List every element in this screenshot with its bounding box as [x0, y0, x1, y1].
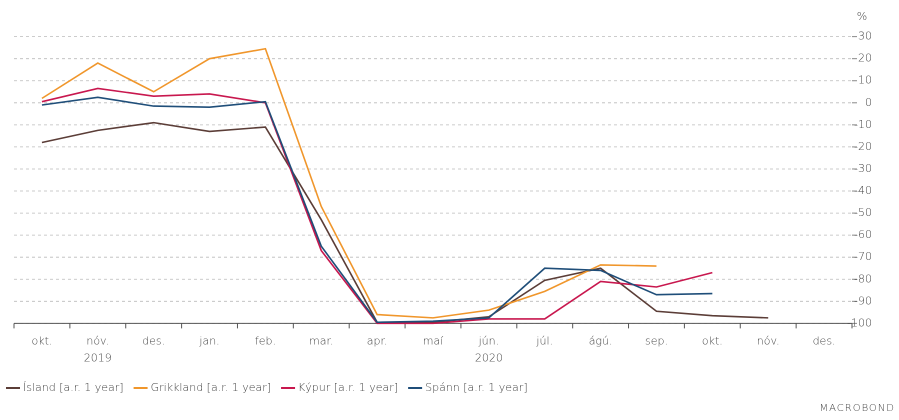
- y-tick-label: -30: [854, 162, 872, 175]
- x-year-label: 2020: [475, 351, 503, 364]
- legend-label: Grikkland [a.r. 1 year]: [151, 381, 271, 394]
- x-tick-label: okt.: [702, 334, 723, 347]
- y-tick-label: -40: [854, 184, 872, 197]
- x-tick-label: des.: [813, 334, 836, 347]
- series-line: [41, 121, 769, 324]
- y-tick-label: -100: [847, 316, 872, 329]
- y-tick-label: -20: [854, 140, 872, 153]
- y-tick-label: 10: [858, 74, 872, 87]
- x-tick-label: nóv.: [86, 334, 109, 347]
- y-tick-label: -10: [854, 118, 872, 131]
- legend-label: Spánn [a.r. 1 year]: [425, 381, 528, 394]
- legend-label: Kýpur [a.r. 1 year]: [298, 381, 398, 394]
- x-tick-label: maí: [423, 334, 444, 347]
- x-year-label: 2019: [84, 351, 112, 364]
- x-tick-label: júl.: [535, 334, 553, 347]
- y-tick-label: -60: [854, 228, 872, 241]
- x-tick-label: apr.: [367, 334, 388, 347]
- legend-label: Ísland [a.r. 1 year]: [23, 381, 124, 394]
- series-line: [41, 47, 657, 319]
- x-tick-label: des.: [142, 334, 165, 347]
- y-tick-label: 30: [858, 30, 872, 43]
- x-tick-label: jún.: [478, 334, 500, 347]
- y-tick-label: -50: [854, 206, 872, 219]
- y-tick-label: 20: [858, 52, 872, 65]
- x-tick-label: okt.: [31, 334, 52, 347]
- x-tick-label: feb.: [255, 334, 276, 347]
- y-tick-label: -90: [854, 294, 872, 307]
- series-line: [41, 87, 713, 325]
- x-tick-label: nóv.: [757, 334, 780, 347]
- watermark: MACROBOND: [819, 403, 895, 414]
- x-tick-label: jan.: [198, 334, 219, 347]
- x-tick-label: mar.: [309, 334, 333, 347]
- y-tick-label: 0: [865, 96, 872, 109]
- unit-label: %: [857, 10, 867, 23]
- y-tick-label: -70: [854, 250, 872, 263]
- x-tick-label: sep.: [645, 334, 668, 347]
- x-tick-label: ágú.: [589, 334, 613, 347]
- y-tick-label: -80: [854, 272, 872, 285]
- series-line: [41, 96, 713, 324]
